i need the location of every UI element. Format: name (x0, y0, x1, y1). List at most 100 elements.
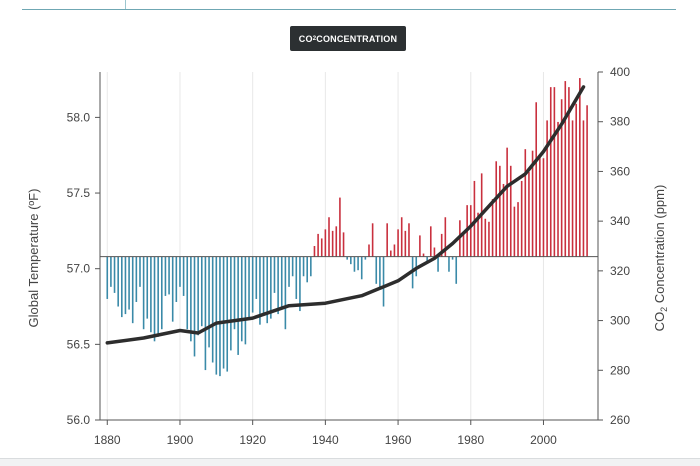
temperature-bar (368, 244, 370, 257)
temperature-bar (168, 256, 170, 295)
temperature-bar (419, 235, 421, 257)
left-tick-label: 56.0 (67, 413, 91, 427)
temperature-bar (106, 256, 109, 299)
temperature-bar (142, 256, 145, 330)
temperature-bar (320, 238, 323, 257)
left-tick-label: 57.5 (67, 186, 91, 200)
temperature-bar (371, 223, 374, 257)
temperature-bar (157, 256, 159, 337)
temperature-bar (549, 87, 552, 257)
temperature-bar (539, 155, 541, 257)
temperature-bar (575, 103, 577, 257)
right-tick-label: 300 (610, 314, 630, 328)
temperature-bar (379, 256, 381, 289)
temperature-bar (586, 105, 588, 257)
temperature-bar (215, 256, 218, 375)
temperature-bar (397, 229, 399, 257)
temperature-bar (350, 256, 352, 265)
x-tick-label: 1980 (457, 433, 484, 447)
temperature-bar (164, 256, 167, 296)
right-tick-label: 360 (610, 164, 630, 178)
co2-line (105, 85, 586, 345)
temperature-bar (469, 205, 472, 257)
temperature-bar (528, 171, 530, 257)
right-axis-label: CO2 Concentration (ppm) (652, 185, 669, 332)
temperature-bar (124, 256, 127, 315)
x-tick-label: 1920 (239, 433, 266, 447)
temperature-bar (444, 217, 447, 257)
right-tick-label: 400 (610, 65, 630, 79)
temperature-bar (171, 256, 174, 322)
temperature-bar (357, 256, 359, 271)
temperature-bar (346, 256, 348, 260)
temperature-bar (222, 256, 225, 369)
temperature-bar (331, 230, 334, 257)
temperature-bar (273, 256, 276, 293)
temperature-bar (564, 81, 567, 257)
temperature-bar (233, 256, 236, 330)
temperature-bar (426, 256, 428, 262)
axes (95, 71, 603, 425)
temperature-bar (342, 232, 345, 257)
right-tick-label: 260 (610, 413, 630, 427)
temperature-bar (110, 256, 112, 287)
temperature-bar (262, 256, 265, 316)
temperature-bar (360, 256, 363, 280)
temperature-bar (440, 233, 443, 257)
temperature-bar (175, 256, 178, 302)
temperature-bar (422, 253, 425, 257)
temperature-bar (582, 120, 585, 257)
temperature-bar (313, 246, 316, 257)
temperature-bar (462, 233, 465, 257)
bottom-rule (0, 458, 700, 466)
right-tick-label: 380 (610, 115, 630, 129)
x-tick-label: 1960 (385, 433, 412, 447)
temperature-bar (488, 221, 490, 257)
temperature-bar (324, 229, 327, 257)
temperature-bar (484, 218, 487, 257)
temperature-bar (208, 256, 210, 348)
left-tick-label: 58.0 (67, 110, 91, 124)
temperature-bar (160, 256, 163, 330)
temperature-bar (553, 87, 556, 257)
temperature-bar (568, 87, 570, 257)
temperature-bar (113, 256, 116, 293)
temperature-bar (400, 217, 403, 257)
temperature-bar (495, 161, 498, 257)
co2-button-text: CO (298, 33, 313, 44)
temperature-bar (353, 256, 356, 272)
co2-concentration-button[interactable]: CO 2 CONCENTRATION (290, 26, 406, 51)
temperature-bar (473, 180, 476, 257)
top-tick (125, 0, 126, 9)
right-axis-label-rest: Concentration (ppm) (652, 185, 667, 307)
temperature-bar (146, 256, 149, 319)
temperature-bar (139, 256, 141, 287)
temperature-bar (404, 230, 407, 257)
temperature-bar (455, 256, 458, 284)
temperature-bar (291, 256, 294, 277)
temperature-bar (386, 223, 388, 257)
temperature-bar (237, 256, 239, 355)
temperature-bar (186, 256, 189, 330)
temperature-bar (531, 150, 534, 257)
temperature-bar (270, 256, 272, 319)
co2-button-subscript: 2 (312, 35, 317, 42)
left-tick-label: 56.5 (67, 337, 91, 351)
temperature-bar (153, 256, 156, 342)
temperature-bar (375, 256, 378, 284)
temperature-bar (131, 256, 134, 324)
temperature-bar (288, 256, 290, 287)
temperature-bar (535, 102, 538, 257)
temperature-bar (197, 256, 199, 336)
temperature-bar (259, 256, 261, 325)
tick-labels: 56.0 56.5 57.0 57.5 58.0 260 280 300 320 340 360 38… (67, 65, 631, 447)
temperature-bar (226, 256, 229, 372)
temperature-bar (121, 256, 123, 318)
temperature-bar (193, 256, 196, 357)
temperature-bar (299, 256, 301, 312)
temperature-bar (502, 183, 505, 257)
x-tick-label: 1940 (312, 433, 339, 447)
temperature-bar (429, 226, 432, 257)
temperature-bar (542, 158, 545, 257)
temperature-bar (284, 256, 287, 330)
